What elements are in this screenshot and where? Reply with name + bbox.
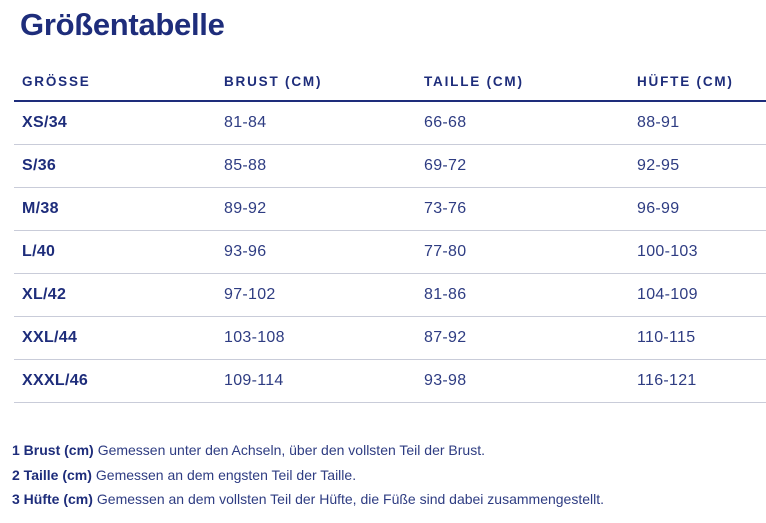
footnote-brust: 1 Brust (cm) Gemessen unter den Achseln, … bbox=[12, 438, 766, 463]
size-cell: XL/42 bbox=[22, 286, 67, 303]
header-cell-brust: BRUST (CM) bbox=[224, 74, 323, 89]
table-row: XXXL/46 109-114 93-98 116-121 bbox=[14, 360, 766, 403]
page-title: Größentabelle bbox=[20, 7, 225, 42]
huefte-cell: 116-121 bbox=[637, 372, 697, 389]
table-row: M/38 89-92 73-76 96-99 bbox=[14, 188, 766, 231]
huefte-cell: 110-115 bbox=[637, 329, 696, 346]
size-cell: S/36 bbox=[22, 157, 57, 174]
brust-cell: 97-102 bbox=[224, 286, 276, 303]
size-cell: M/38 bbox=[22, 200, 59, 217]
size-cell: XS/34 bbox=[22, 114, 68, 131]
huefte-cell: 96-99 bbox=[637, 200, 680, 217]
table-row: XL/42 97-102 81-86 104-109 bbox=[14, 274, 766, 317]
huefte-cell: 88-91 bbox=[637, 114, 680, 131]
huefte-cell: 92-95 bbox=[637, 157, 680, 174]
table-row: L/40 93-96 77-80 100-103 bbox=[14, 231, 766, 274]
brust-cell: 81-84 bbox=[224, 114, 267, 131]
table-row: S/36 85-88 69-72 92-95 bbox=[14, 145, 766, 188]
brust-cell: 85-88 bbox=[224, 157, 267, 174]
taille-cell: 77-80 bbox=[424, 243, 467, 260]
header-cell-taille: TAILLE (CM) bbox=[424, 74, 524, 89]
taille-cell: 87-92 bbox=[424, 329, 467, 346]
footnote-huefte: 3 Hüfte (cm) Gemessen an dem vollsten Tei… bbox=[12, 487, 766, 512]
footnote-label: 2 Taille (cm) bbox=[12, 466, 92, 483]
footnote-text: Gemessen unter den Achseln, über den vol… bbox=[97, 442, 485, 458]
brust-cell: 109-114 bbox=[224, 372, 284, 389]
footnote-text: Gemessen an dem engsten Teil der Taille. bbox=[95, 466, 357, 483]
header-cell-groesse: GRÖSSE bbox=[22, 74, 91, 89]
brust-cell: 93-96 bbox=[224, 243, 267, 260]
brust-cell: 103-108 bbox=[224, 329, 285, 346]
table-row: XXL/44 103-108 87-92 110-115 bbox=[14, 317, 766, 360]
taille-cell: 81-86 bbox=[424, 286, 467, 303]
size-cell: XXXL/46 bbox=[22, 372, 89, 389]
taille-cell: 93-98 bbox=[424, 372, 467, 389]
footnote-text: Gemessen an dem vollsten Teil der Hüfte,… bbox=[96, 491, 605, 507]
huefte-cell: 100-103 bbox=[637, 243, 698, 260]
brust-cell: 89-92 bbox=[224, 200, 267, 217]
footnote-label: 3 Hüfte (cm) bbox=[12, 491, 93, 507]
taille-cell: 73-76 bbox=[424, 200, 467, 217]
size-table: GRÖSSE BRUST (CM) TAILLE (CM) HÜFTE (CM)… bbox=[14, 73, 766, 403]
table-row: XS/34 81-84 66-68 88-91 bbox=[14, 102, 766, 145]
footnotes: 1 Brust (cm) Gemessen unter den Achseln, … bbox=[12, 438, 766, 512]
size-cell: L/40 bbox=[22, 243, 56, 260]
huefte-cell: 104-109 bbox=[637, 286, 698, 303]
taille-cell: 69-72 bbox=[424, 157, 467, 174]
header-cell-huefte: HÜFTE (CM) bbox=[637, 74, 734, 89]
size-cell: XXL/44 bbox=[22, 329, 78, 346]
footnote-taille: 2 Taille (cm) Gemessen an dem engsten Tei… bbox=[12, 463, 766, 488]
table-header-row: GRÖSSE BRUST (CM) TAILLE (CM) HÜFTE (CM) bbox=[14, 73, 766, 102]
footnote-label: 1 Brust (cm) bbox=[12, 442, 94, 458]
taille-cell: 66-68 bbox=[424, 114, 467, 131]
